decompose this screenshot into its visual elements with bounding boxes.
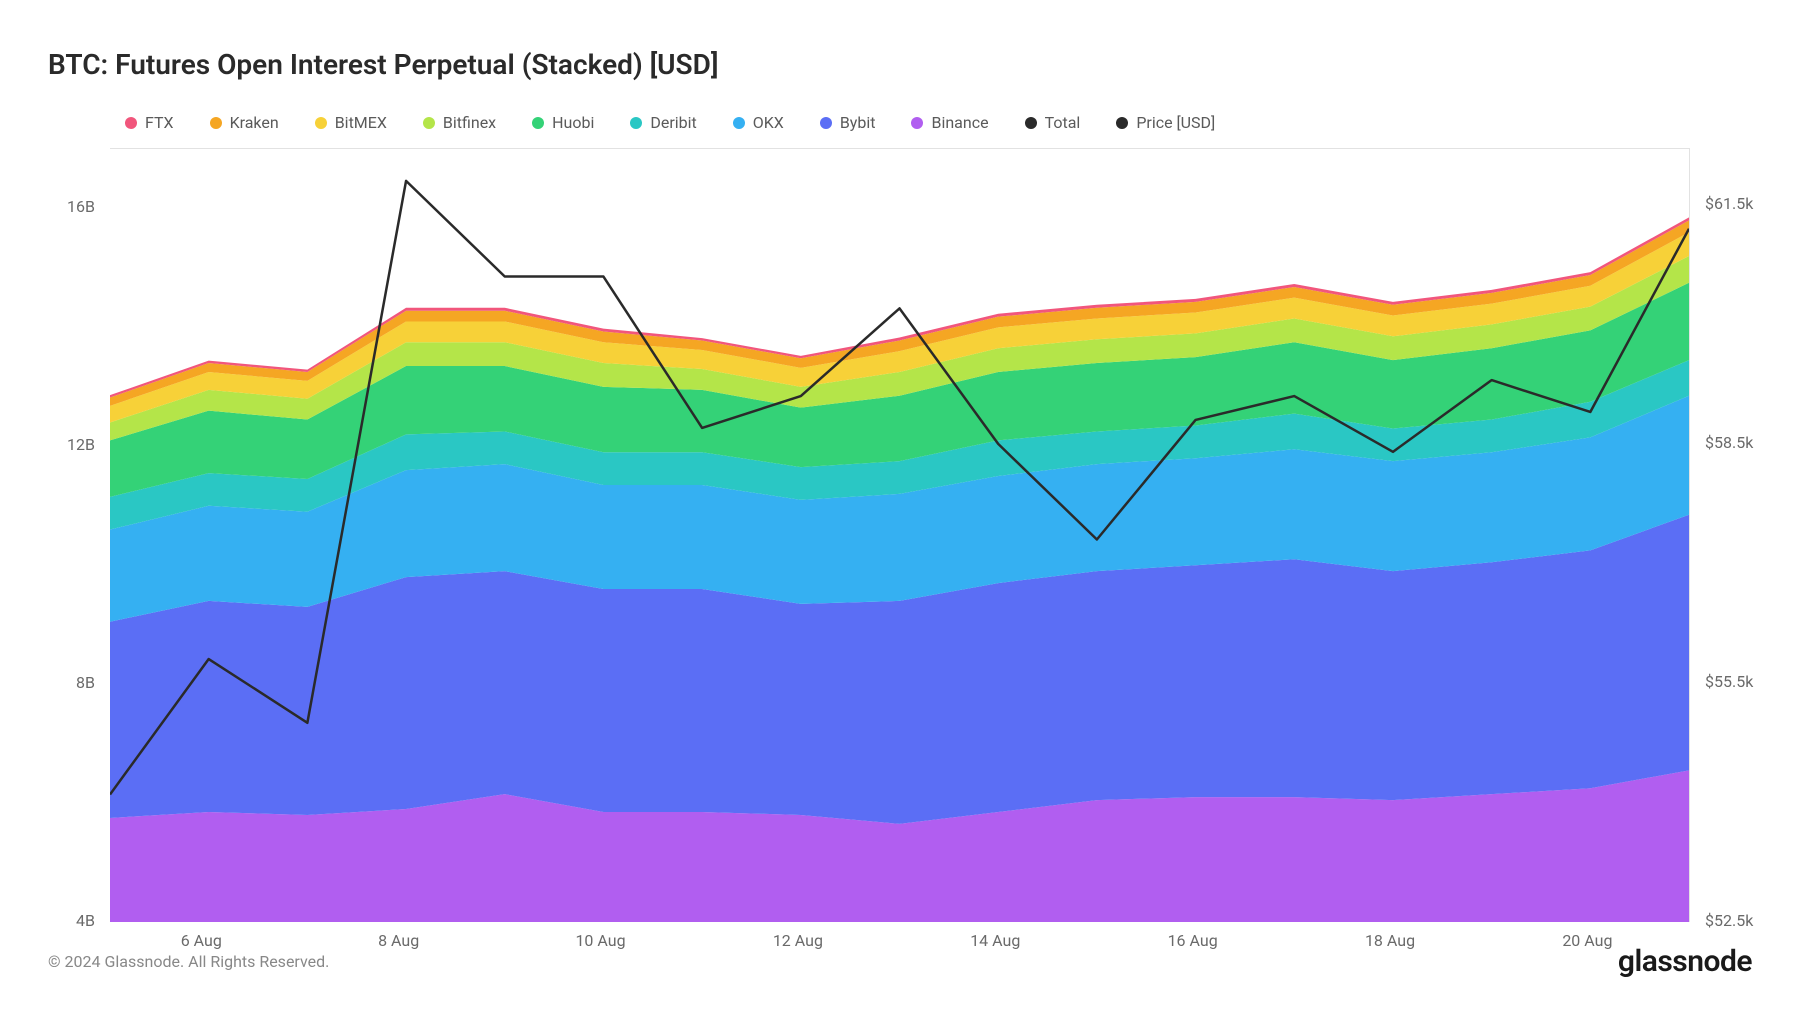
legend-dot (1116, 117, 1128, 129)
y-right-tick: $55.5k (1705, 672, 1753, 691)
legend-label: FTX (145, 113, 174, 132)
legend-label: Huobi (552, 113, 594, 132)
x-tick: 8 Aug (378, 931, 419, 950)
legend-item-bitmex[interactable]: BitMEX (315, 113, 387, 132)
legend-dot (532, 117, 544, 129)
legend-dot (911, 117, 923, 129)
legend-item-bitfinex[interactable]: Bitfinex (423, 113, 496, 132)
x-tick: 14 Aug (970, 931, 1020, 950)
legend-label: Total (1045, 113, 1081, 132)
legend-label: Deribit (650, 113, 696, 132)
chart-title: BTC: Futures Open Interest Perpetual (St… (48, 48, 1800, 81)
brand-logo: glassnode (1618, 944, 1752, 979)
legend-dot (630, 117, 642, 129)
legend-item-bybit[interactable]: Bybit (820, 113, 876, 132)
legend-item-ftx[interactable]: FTX (125, 113, 174, 132)
legend-label: OKX (753, 113, 784, 132)
y-left-tick: 16B (67, 197, 95, 216)
chart-svg (110, 149, 1689, 922)
legend-label: Bitfinex (443, 113, 496, 132)
y-left-tick: 12B (67, 435, 95, 454)
chart-area: 4B8B12B16B$52.5k$55.5k$58.5k$61.5k6 Aug8… (0, 132, 1800, 922)
y-left-tick: 8B (76, 673, 95, 692)
legend-dot (210, 117, 222, 129)
legend-label: Bybit (840, 113, 876, 132)
x-tick: 6 Aug (181, 931, 222, 950)
x-tick: 16 Aug (1168, 931, 1218, 950)
legend-label: BitMEX (335, 113, 387, 132)
legend-dot (1025, 117, 1037, 129)
legend-dot (125, 117, 137, 129)
legend: FTX Kraken BitMEX Bitfinex Huobi Deribit OKX By… (0, 81, 1800, 132)
legend-item-okx[interactable]: OKX (733, 113, 784, 132)
legend-dot (315, 117, 327, 129)
legend-item-total[interactable]: Total (1025, 113, 1081, 132)
legend-item-price-usd-[interactable]: Price [USD] (1116, 113, 1215, 132)
legend-item-deribit[interactable]: Deribit (630, 113, 696, 132)
y-left-tick: 4B (76, 911, 95, 930)
legend-dot (423, 117, 435, 129)
copyright-text: © 2024 Glassnode. All Rights Reserved. (48, 952, 329, 971)
x-tick: 12 Aug (773, 931, 823, 950)
x-tick: 20 Aug (1562, 931, 1612, 950)
legend-dot (733, 117, 745, 129)
legend-label: Price [USD] (1136, 113, 1215, 132)
y-right-tick: $58.5k (1705, 433, 1753, 452)
legend-item-binance[interactable]: Binance (911, 113, 988, 132)
legend-item-huobi[interactable]: Huobi (532, 113, 594, 132)
x-tick: 18 Aug (1365, 931, 1415, 950)
legend-label: Kraken (230, 113, 279, 132)
y-right-tick: $52.5k (1705, 911, 1753, 930)
legend-dot (820, 117, 832, 129)
legend-item-kraken[interactable]: Kraken (210, 113, 279, 132)
legend-label: Binance (931, 113, 988, 132)
y-right-tick: $61.5k (1705, 194, 1753, 213)
x-tick: 10 Aug (575, 931, 625, 950)
